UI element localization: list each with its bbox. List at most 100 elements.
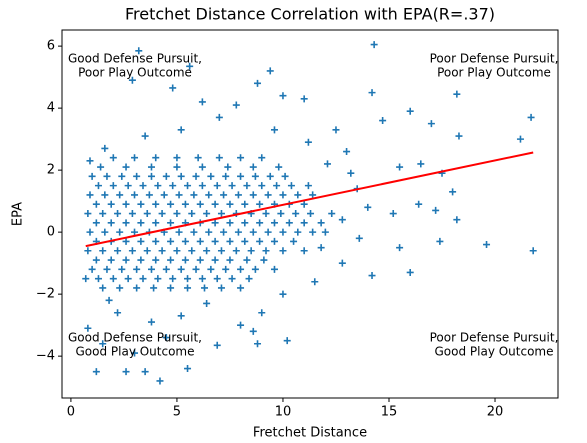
- scatter-point: [309, 228, 317, 236]
- scatter-point: [131, 191, 139, 199]
- annotation: Poor Defense Pursuit,: [430, 331, 559, 345]
- scatter-point: [427, 120, 435, 128]
- scatter-point: [114, 309, 122, 317]
- scatter-point: [103, 172, 111, 180]
- scatter-point: [527, 113, 535, 121]
- scatter-point: [186, 62, 194, 70]
- y-axis-label: EPA: [11, 202, 26, 226]
- scatter-point: [152, 154, 160, 162]
- scatter-point: [275, 163, 283, 171]
- scatter-point: [118, 172, 126, 180]
- annotation: Good Defense Pursuit,: [68, 52, 202, 66]
- scatter-point: [116, 284, 124, 292]
- scatter-point: [135, 47, 143, 55]
- scatter-point: [228, 182, 236, 190]
- scatter-point: [175, 191, 183, 199]
- scatter-point: [294, 191, 302, 199]
- scatter-point: [203, 299, 211, 307]
- x-axis-label: Fretchet Distance: [253, 426, 367, 441]
- scatter-point: [300, 200, 308, 208]
- scatter-point: [122, 200, 130, 208]
- scatter-point: [201, 284, 209, 292]
- scatter-point: [222, 172, 230, 180]
- scatter-point: [181, 256, 189, 264]
- scatter-point: [300, 247, 308, 255]
- scatter-point: [241, 219, 249, 227]
- scatter-point: [256, 219, 264, 227]
- scatter-point: [260, 256, 268, 264]
- scatter-point: [317, 219, 325, 227]
- scatter-point: [147, 163, 155, 171]
- scatter-point: [258, 309, 266, 317]
- scatter-point: [205, 228, 213, 236]
- scatter-point: [321, 228, 329, 236]
- scatter-point: [222, 265, 230, 273]
- scatter-point: [304, 138, 312, 146]
- scatter-point: [406, 268, 414, 276]
- scatter-point: [177, 265, 185, 273]
- scatter-point: [184, 182, 192, 190]
- scatter-point: [128, 76, 136, 84]
- scatter-point: [152, 237, 160, 245]
- scatter-point: [94, 182, 102, 190]
- x-tick-label: 15: [381, 405, 398, 420]
- scatter-point: [101, 191, 109, 199]
- scatter-point: [432, 206, 440, 214]
- scatter-point: [290, 237, 298, 245]
- scatter-point: [154, 182, 162, 190]
- scatter-point: [228, 275, 236, 283]
- scatter-point: [133, 265, 141, 273]
- scatter-point: [131, 228, 139, 236]
- y-tick-label: −2: [36, 287, 55, 302]
- scatter-point: [396, 244, 404, 252]
- scatter-point: [196, 237, 204, 245]
- scatter-point: [328, 210, 336, 218]
- scatter-point: [264, 191, 272, 199]
- scatter-point: [220, 228, 228, 236]
- scatter-point: [160, 191, 168, 199]
- scatter-point: [147, 265, 155, 273]
- scatter-point: [198, 163, 206, 171]
- scatter-point: [92, 200, 100, 208]
- scatter-point: [406, 107, 414, 115]
- scatter-point: [453, 90, 461, 98]
- scatter-point: [196, 200, 204, 208]
- x-tick-label: 0: [67, 405, 75, 420]
- x-tick-label: 5: [173, 405, 181, 420]
- scatter-point: [188, 247, 196, 255]
- scatter-point: [292, 210, 300, 218]
- scatter-point: [249, 228, 257, 236]
- scatter-point: [455, 132, 463, 140]
- scatter-point: [82, 275, 90, 283]
- scatter-point: [131, 154, 139, 162]
- scatter-point: [162, 334, 170, 342]
- scatter-point: [287, 182, 295, 190]
- scatter-point: [116, 191, 124, 199]
- scatter-point: [294, 228, 302, 236]
- scatter-point: [241, 200, 249, 208]
- scatter-point: [237, 284, 245, 292]
- scatter-point: [162, 265, 170, 273]
- scatter-point: [304, 182, 312, 190]
- scatter-point: [217, 284, 225, 292]
- scatter-point: [173, 163, 181, 171]
- scatter-point: [173, 154, 181, 162]
- scatter-point: [281, 172, 289, 180]
- scatter-point: [109, 275, 117, 283]
- scatter-point: [215, 154, 223, 162]
- scatter-point: [213, 341, 221, 349]
- scatter-point: [245, 275, 253, 283]
- scatter-point: [237, 154, 245, 162]
- scatter-point: [141, 132, 149, 140]
- scatter-point: [256, 237, 264, 245]
- scatter-point: [152, 200, 160, 208]
- scatter-point: [175, 228, 183, 236]
- scatter-point: [323, 160, 331, 168]
- scatter-point: [279, 290, 287, 298]
- scatter-point: [343, 148, 351, 156]
- scatter-point: [249, 163, 257, 171]
- scatter-point: [86, 157, 94, 165]
- scatter-point: [152, 219, 160, 227]
- scatter-point: [137, 219, 145, 227]
- scatter-point: [449, 188, 457, 196]
